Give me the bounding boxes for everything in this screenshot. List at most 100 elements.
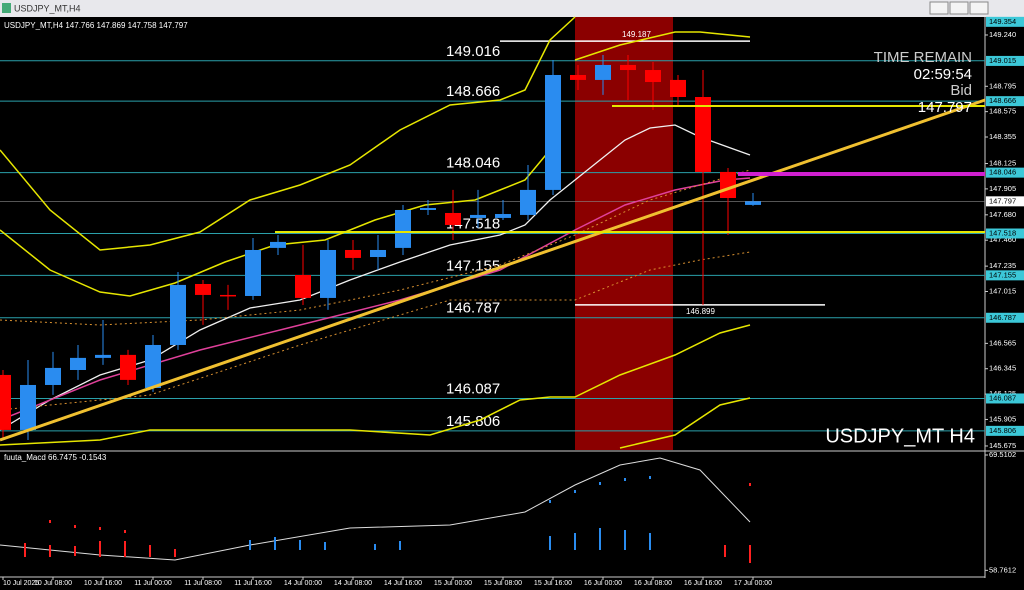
marked-tick-box bbox=[986, 393, 1024, 404]
candle-body bbox=[545, 74, 561, 190]
marked-tick-label: 149.354 bbox=[989, 17, 1016, 26]
y-tick-label: 149.240 bbox=[989, 30, 1016, 39]
macd-bar bbox=[374, 544, 376, 550]
macd-bar bbox=[99, 541, 101, 557]
macd-dot bbox=[549, 500, 551, 503]
candle-body bbox=[745, 201, 761, 205]
marked-tick-box bbox=[986, 312, 1024, 323]
time-remain: 02:59:54 bbox=[914, 66, 972, 83]
marked-tick-label: 147.155 bbox=[989, 270, 1016, 279]
macd-dot bbox=[749, 483, 751, 486]
x-tick-label: 14 Jul 16:00 bbox=[384, 580, 422, 587]
candle-body bbox=[570, 74, 586, 80]
marked-tick-box bbox=[986, 270, 1024, 281]
macd-dot bbox=[74, 525, 76, 528]
macd-bar bbox=[624, 530, 626, 550]
trend-line bbox=[0, 98, 986, 442]
candle-body bbox=[0, 374, 11, 430]
marked-tick-label: 148.046 bbox=[989, 168, 1016, 177]
marked-tick-box bbox=[986, 167, 1024, 178]
y-tick-label: 148.575 bbox=[989, 107, 1016, 116]
indicators bbox=[0, 16, 751, 449]
candle-body bbox=[370, 249, 386, 258]
y-tick-label: 148.125 bbox=[989, 159, 1016, 168]
macd-bar bbox=[399, 541, 401, 550]
marked-tick-label: 149.015 bbox=[989, 56, 1016, 65]
x-tick-label: 16 Jul 00:00 bbox=[584, 580, 622, 587]
y-tick-label: 148.795 bbox=[989, 81, 1016, 90]
y-tick-label: 145.675 bbox=[989, 441, 1016, 450]
candle-body bbox=[670, 79, 686, 98]
marked-tick-label: 146.087 bbox=[989, 393, 1016, 402]
y-tick-label: 145.905 bbox=[989, 414, 1016, 423]
candle-body bbox=[645, 70, 661, 83]
band-upper bbox=[0, 16, 576, 251]
y-tick-label: 146.565 bbox=[989, 338, 1016, 347]
macd-dot bbox=[624, 478, 626, 481]
marked-tick-label: 146.787 bbox=[989, 313, 1016, 322]
range-label: 149.187 bbox=[622, 30, 651, 39]
y-tick-label: 146.345 bbox=[989, 364, 1016, 373]
candle-body bbox=[270, 241, 286, 248]
drawings bbox=[0, 98, 986, 442]
marked-tick-box bbox=[986, 16, 1024, 27]
window-title: USDJPY_MT,H4 bbox=[14, 3, 81, 13]
marked-tick-box bbox=[986, 425, 1024, 436]
x-tick-label: 14 Jul 08:00 bbox=[334, 580, 372, 587]
y-tick-label: 147.460 bbox=[989, 235, 1016, 244]
band-lower-2 bbox=[619, 397, 751, 449]
band-lower bbox=[0, 324, 751, 446]
macd-bar bbox=[649, 533, 651, 550]
bid: 147.797 bbox=[918, 99, 972, 116]
candle-body bbox=[195, 283, 211, 295]
band-upper-2 bbox=[574, 31, 751, 61]
macd-dot bbox=[99, 527, 101, 530]
candle-body bbox=[345, 249, 361, 258]
macd-bar bbox=[49, 545, 51, 557]
macd-bar bbox=[574, 533, 576, 550]
macd-bar bbox=[324, 542, 326, 550]
x-tick-label: 14 Jul 00:00 bbox=[284, 580, 322, 587]
minimize-button[interactable] bbox=[929, 1, 949, 15]
y-tick-label: 147.905 bbox=[989, 184, 1016, 193]
x-tick-label: 10 Jul 2025 bbox=[3, 580, 39, 587]
time-remain-label: TIME REMAIN bbox=[874, 49, 972, 66]
x-tick-label: 15 Jul 00:00 bbox=[434, 580, 472, 587]
marked-tick-box bbox=[986, 55, 1024, 66]
macd-bar bbox=[549, 536, 551, 550]
candle-body bbox=[170, 284, 186, 345]
x-tick-label: 10 Jul 16:00 bbox=[84, 580, 122, 587]
macd-bar bbox=[274, 537, 276, 550]
macd-bar bbox=[174, 549, 176, 557]
title-bar bbox=[0, 0, 1024, 17]
macd-signal bbox=[0, 457, 751, 561]
level-label: 148.666 bbox=[446, 83, 500, 100]
maximize-button[interactable] bbox=[949, 1, 969, 15]
candle-body bbox=[395, 209, 411, 248]
range-label: 146.899 bbox=[686, 307, 715, 316]
x-tick-label: 16 Jul 08:00 bbox=[634, 580, 672, 587]
level-label: 148.046 bbox=[446, 155, 500, 172]
macd-label: fuuta_Macd 66.7475 -0.1543 bbox=[4, 453, 107, 462]
macd-dot bbox=[124, 530, 126, 533]
bid-tick-box bbox=[986, 196, 1024, 207]
y-tick-label: 147.235 bbox=[989, 261, 1016, 270]
y-tick-label: 147.015 bbox=[989, 286, 1016, 295]
candle-body bbox=[45, 367, 61, 385]
y-tick-label: 148.355 bbox=[989, 132, 1016, 141]
macd-bar bbox=[149, 545, 151, 557]
bid-tick-label: 147.797 bbox=[989, 196, 1016, 205]
candle-body bbox=[595, 64, 611, 80]
macd-dot bbox=[49, 520, 51, 523]
macd-dot bbox=[599, 482, 601, 485]
macd-bar bbox=[599, 528, 601, 550]
candle-body bbox=[620, 64, 636, 71]
y-tick-label: 147.680 bbox=[989, 210, 1016, 219]
candle-body bbox=[120, 354, 136, 380]
level-label: 147.155 bbox=[446, 257, 500, 274]
close-button[interactable] bbox=[969, 1, 989, 15]
macd-bar bbox=[724, 545, 726, 557]
